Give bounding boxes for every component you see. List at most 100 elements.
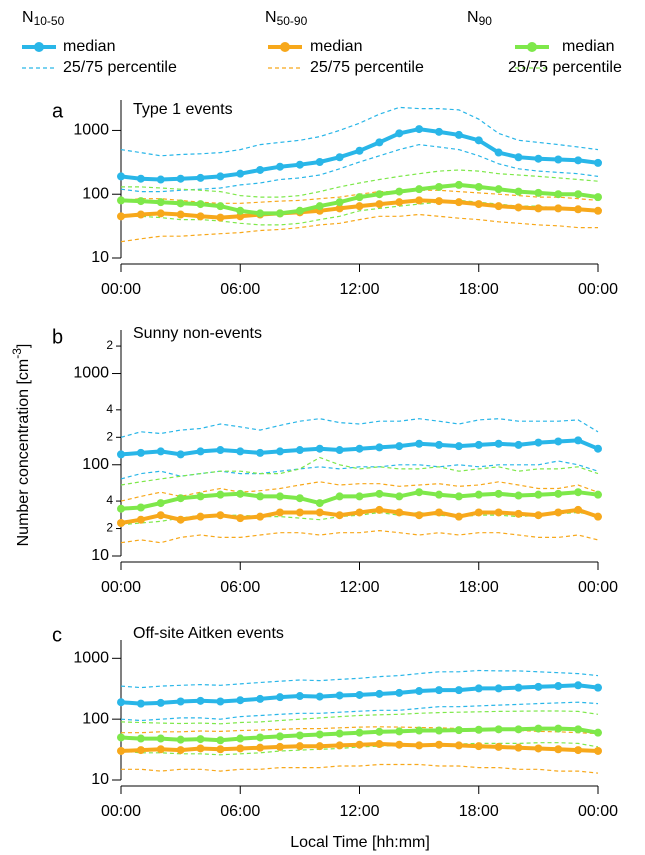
- median-point: [216, 213, 225, 222]
- median-point: [494, 185, 503, 194]
- median-point: [156, 745, 165, 754]
- median-point: [236, 169, 245, 178]
- median-point: [494, 742, 503, 751]
- median-point: [554, 437, 563, 446]
- legend-pct-text: 25/75 percentile: [63, 59, 177, 76]
- y-tick-label: 10: [91, 771, 109, 788]
- median-point: [216, 511, 225, 520]
- legend-sub: 90: [479, 14, 493, 28]
- median-point: [276, 492, 284, 501]
- median-point: [136, 448, 145, 457]
- median-point: [435, 508, 443, 517]
- median-point: [236, 489, 245, 498]
- median-point: [474, 508, 483, 517]
- median-point: [295, 206, 304, 215]
- median-point: [534, 724, 543, 733]
- median-point: [415, 488, 424, 497]
- median-point: [196, 735, 205, 744]
- median-point: [534, 204, 543, 213]
- median-point: [117, 698, 125, 707]
- median-point: [355, 444, 364, 453]
- legend-sub: 10-50: [34, 14, 65, 28]
- legend-median-dot: [34, 42, 44, 52]
- median-point: [355, 740, 364, 749]
- median-point: [594, 728, 602, 737]
- x-tick-label: 00:00: [101, 803, 141, 820]
- p25-line: [120, 143, 599, 193]
- median-point: [295, 446, 304, 455]
- median-point: [574, 505, 583, 514]
- median-point: [216, 736, 225, 745]
- y-tick-label: 1000: [73, 650, 109, 667]
- median-point: [454, 726, 463, 735]
- median-point: [295, 692, 304, 701]
- legend-header: N50-90: [265, 9, 308, 28]
- y-tick-label: 2: [106, 521, 113, 535]
- median-point: [474, 136, 483, 145]
- median-point: [594, 683, 602, 692]
- median-point: [375, 443, 384, 452]
- legend-median-dot: [527, 42, 537, 52]
- median-point: [335, 446, 344, 455]
- median-point: [554, 204, 563, 213]
- median-point: [514, 440, 523, 449]
- median-point: [395, 442, 404, 451]
- median-point: [236, 212, 245, 221]
- median-point: [534, 188, 543, 197]
- median-point: [474, 684, 483, 693]
- p75-line: [120, 481, 599, 502]
- median-point: [156, 698, 165, 707]
- median-point: [216, 202, 225, 211]
- median-point: [554, 155, 563, 164]
- median-point: [176, 210, 185, 219]
- median-point: [395, 688, 404, 697]
- median-point: [494, 439, 503, 448]
- median-point: [574, 205, 583, 214]
- median-point: [276, 162, 284, 171]
- median-point: [494, 508, 503, 517]
- median-point: [554, 508, 563, 517]
- median-point: [594, 444, 602, 453]
- panel-title: Off-site Aitken events: [133, 625, 284, 642]
- panel-letter: c: [52, 624, 62, 646]
- x-tick-label: 18:00: [459, 281, 499, 298]
- median-point: [335, 691, 344, 700]
- median-point: [355, 492, 364, 501]
- median-point: [256, 165, 265, 174]
- median-point: [236, 734, 245, 743]
- median-point: [454, 442, 463, 451]
- y-label-end: ]: [15, 344, 32, 348]
- median-point: [534, 490, 543, 499]
- median-point: [594, 512, 602, 521]
- y-tick-label: 2: [106, 338, 113, 352]
- median-point: [216, 697, 225, 706]
- median-point: [117, 518, 125, 527]
- x-tick-label: 18:00: [459, 803, 499, 820]
- median-point: [514, 725, 523, 734]
- median-point: [256, 733, 265, 742]
- legend-median-dot: [280, 42, 290, 52]
- median-point: [335, 729, 344, 738]
- median-point: [176, 735, 185, 744]
- median-point: [136, 210, 145, 219]
- median-point: [435, 197, 443, 206]
- median-point: [454, 492, 463, 501]
- p75-line: [120, 418, 599, 438]
- median-point: [415, 511, 424, 520]
- p75-line: [120, 106, 599, 157]
- median-point: [156, 511, 165, 520]
- p25-line: [120, 529, 599, 544]
- median-point: [594, 490, 602, 499]
- median-point: [435, 127, 443, 136]
- median-point: [514, 743, 523, 752]
- median-point: [136, 515, 145, 524]
- median-point: [355, 193, 364, 202]
- median-point: [454, 198, 463, 207]
- median-point: [295, 508, 304, 517]
- median-point: [276, 447, 284, 456]
- x-axis-label: Local Time [hh:mm]: [290, 834, 430, 851]
- median-point: [136, 197, 145, 206]
- median-point: [554, 489, 563, 498]
- median-point: [216, 490, 225, 499]
